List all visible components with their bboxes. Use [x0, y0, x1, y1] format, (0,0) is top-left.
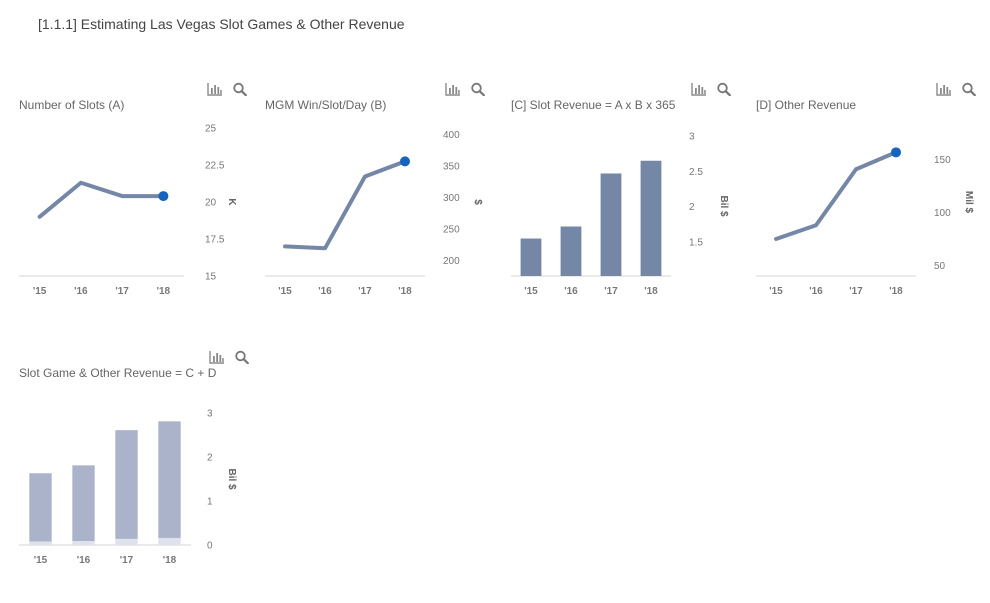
- x-tick-15: '15: [33, 286, 47, 297]
- bar-18-segment-0: [158, 537, 181, 545]
- series-line: [774, 150, 898, 241]
- panel-slot-revenue: [C] Slot Revenue = A x B x 365 3 2.5 2 1.5 Bi…: [511, 82, 756, 328]
- data-point-18: [891, 147, 901, 158]
- x-tick-17: '17: [604, 286, 618, 297]
- bar-chart-icon[interactable]: [936, 82, 952, 96]
- y-tick-label: 2.5: [689, 167, 703, 178]
- bar-17: [600, 173, 622, 276]
- y-axis-label: Bil $: [718, 195, 729, 217]
- y-tick-label: 3: [207, 409, 213, 420]
- y-tick-label: 2: [207, 453, 213, 464]
- chart-svg: 150 100 50 Mil $ '15 '16 '17 '18: [756, 147, 974, 297]
- y-tick-label: 100: [934, 208, 951, 219]
- y-tick-label: 3: [689, 132, 695, 143]
- data-point-18: [400, 156, 410, 167]
- x-tick-17: '17: [358, 286, 372, 297]
- panel-other-revenue: [D] Other Revenue 150 100 50 Mil $ '15 '16 '17 '…: [756, 82, 990, 328]
- bar-16-segment-0: [72, 541, 95, 545]
- chart-title: [C] Slot Revenue = A x B x 365: [511, 98, 676, 112]
- y-tick-label: 20: [205, 198, 217, 209]
- bar-16: [560, 226, 582, 276]
- x-tick-16: '16: [318, 286, 332, 297]
- x-tick-15: '15: [524, 286, 538, 297]
- y-tick-label: 25: [205, 124, 217, 135]
- data-point-18: [158, 191, 169, 202]
- chart-title: Number of Slots (A): [19, 98, 125, 112]
- series-line: [283, 159, 407, 251]
- series-line: [37, 180, 166, 219]
- y-axis-label: Mil $: [963, 191, 974, 214]
- search-icon[interactable]: [961, 82, 977, 96]
- y-tick-label: 300: [443, 193, 460, 204]
- page-title: [1.1.1] Estimating Las Vegas Slot Games …: [38, 16, 405, 32]
- x-tick-15: '15: [769, 286, 783, 297]
- chart-svg: 25 22.5 20 17.5 15 K '15 '16 '17 '18: [19, 124, 237, 297]
- chart-title: Slot Game & Other Revenue = C + D: [19, 366, 217, 380]
- y-tick-label: 2: [689, 202, 695, 213]
- bar-15: [520, 238, 542, 276]
- chart-title: [D] Other Revenue: [756, 98, 857, 112]
- y-tick-label: 200: [443, 256, 460, 267]
- x-tick-17: '17: [115, 286, 129, 297]
- bar-17-segment-0: [115, 538, 138, 545]
- panel-slot-game-other-revenue: Slot Game & Other Revenue = C + D 3 2 1 0 Bil…: [19, 350, 264, 596]
- chart-svg: 400 350 300 250 200 $ '15 '16 '17 '18: [265, 130, 483, 297]
- search-icon[interactable]: [232, 82, 248, 96]
- chart-toolbar: [209, 350, 250, 364]
- bar-chart-icon[interactable]: [445, 82, 461, 96]
- y-axis-label: K: [226, 198, 237, 206]
- chart-svg: 3 2.5 2 1.5 Bil $ '15 '16 '17 '18: [511, 132, 729, 297]
- bar-18: [640, 160, 662, 276]
- y-axis-label: Bil $: [226, 468, 237, 490]
- x-tick-18: '18: [157, 286, 171, 297]
- x-tick-16: '16: [74, 286, 88, 297]
- chart-toolbar: [691, 82, 732, 96]
- bar-chart-icon[interactable]: [209, 350, 225, 364]
- y-tick-label: 0: [207, 541, 213, 552]
- x-tick-15: '15: [278, 286, 292, 297]
- x-tick-16: '16: [77, 555, 91, 566]
- bar-chart-icon[interactable]: [207, 82, 223, 96]
- search-icon[interactable]: [234, 350, 250, 364]
- y-tick-label: 1: [207, 497, 213, 508]
- x-tick-18: '18: [163, 555, 177, 566]
- x-tick-18: '18: [644, 286, 658, 297]
- bar-17-segment-1: [115, 430, 138, 539]
- x-tick-16: '16: [809, 286, 823, 297]
- chart-toolbar: [207, 82, 248, 96]
- search-icon[interactable]: [470, 82, 486, 96]
- y-tick-label: 22.5: [205, 161, 225, 172]
- y-tick-label: 250: [443, 224, 460, 235]
- x-tick-16: '16: [564, 286, 578, 297]
- bar-15-segment-1: [29, 473, 52, 542]
- bar-15-segment-0: [29, 541, 52, 545]
- panel-win-slot-day: MGM Win/Slot/Day (B) 400 350 300 250 200 $ '15 '…: [265, 82, 510, 328]
- search-icon[interactable]: [716, 82, 732, 96]
- bar-16-segment-1: [72, 465, 95, 542]
- x-tick-17: '17: [849, 286, 863, 297]
- y-tick-label: 15: [205, 272, 217, 283]
- chart-title: MGM Win/Slot/Day (B): [265, 98, 387, 112]
- bar-18-segment-1: [158, 421, 181, 538]
- x-tick-15: '15: [34, 555, 48, 566]
- chart-svg: 3 2 1 0 Bil $ '15 '16 '17 '18: [19, 409, 237, 566]
- x-tick-18: '18: [398, 286, 412, 297]
- bar-chart-icon[interactable]: [691, 82, 707, 96]
- chart-toolbar: [936, 82, 977, 96]
- chart-toolbar: [445, 82, 486, 96]
- y-tick-label: 150: [934, 155, 951, 166]
- x-tick-18: '18: [889, 286, 903, 297]
- y-tick-label: 17.5: [205, 235, 225, 246]
- y-tick-label: 400: [443, 130, 460, 141]
- y-tick-label: 50: [934, 261, 946, 272]
- y-axis-label: $: [472, 199, 483, 205]
- y-tick-label: 1.5: [689, 238, 703, 249]
- y-tick-label: 350: [443, 161, 460, 172]
- x-tick-17: '17: [120, 555, 134, 566]
- panel-number-of-slots: Number of Slots (A) 25 22.5 20 17.5 15 K '15 '16…: [19, 82, 264, 328]
